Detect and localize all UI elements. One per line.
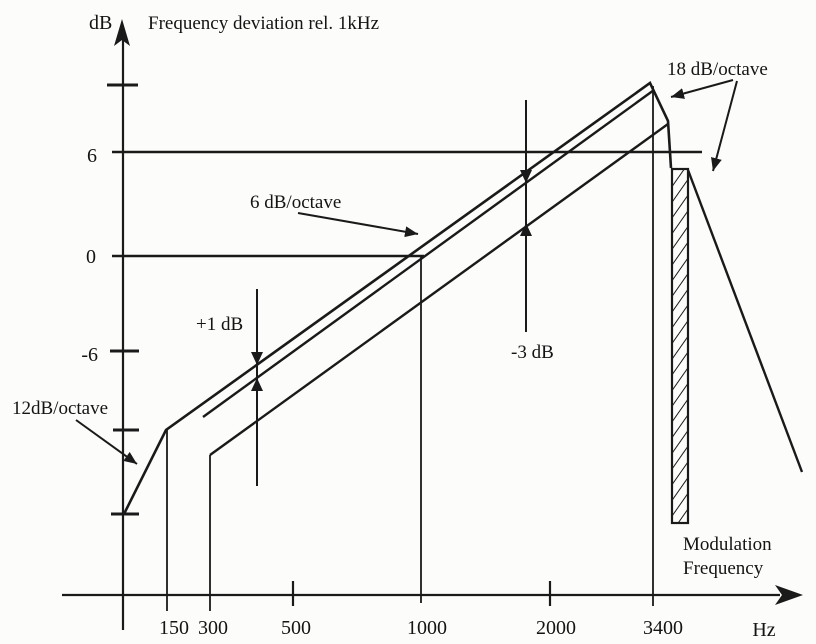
annotation-minus-3db: -3 dB <box>511 342 554 363</box>
minus3db-arrow-down-icon <box>520 170 532 183</box>
y-tick-label-minus6: -6 <box>81 344 98 366</box>
modulation-frequency-label-line1: Modulation <box>683 534 772 555</box>
x-tick-label-500: 500 <box>281 617 311 639</box>
x-tick-label-3400: 3400 <box>643 617 683 639</box>
arrow-12db-octave <box>75 419 138 465</box>
modulation-frequency-label-line2: Frequency <box>683 558 764 579</box>
lower-limit-line <box>209 123 669 456</box>
y-tick-label-6: 6 <box>87 145 97 167</box>
x-tick-label-1000: 1000 <box>407 617 447 639</box>
x-tick-label-300: 300 <box>198 617 228 639</box>
plus1db-arrow-up-icon <box>251 378 263 391</box>
annotation-plus-1db: +1 dB <box>196 314 243 335</box>
y-tick-label-0: 0 <box>86 246 96 268</box>
chart-title: Frequency deviation rel. 1kHz <box>148 13 379 34</box>
y-axis-arrow-icon <box>114 19 130 46</box>
upper-limit-line <box>122 81 673 515</box>
modulation-frequency-hatched-bar <box>670 167 690 525</box>
minus3db-arrow-up-icon <box>520 223 532 236</box>
x-tick-label-2000: 2000 <box>536 617 576 639</box>
arrow-18db-octave-lower <box>711 80 738 172</box>
x-axis-unit-label: Hz <box>752 619 775 641</box>
y-axis-unit-label: dB <box>89 12 112 34</box>
annotation-6db-octave: 6 dB/octave <box>250 192 341 213</box>
arrow-18db-octave-upper <box>670 79 734 99</box>
lower-limit-falling-edge <box>686 169 804 473</box>
x-tick-label-150: 150 <box>159 617 189 639</box>
nominal-line <box>202 89 655 418</box>
x-axis-arrow-icon <box>775 585 803 605</box>
arrow-6db-octave <box>297 212 419 238</box>
annotation-18db-octave: 18 dB/octave <box>667 59 768 80</box>
plus1db-arrow-down-icon <box>251 352 263 365</box>
annotation-12db-octave: 12dB/octave <box>12 398 108 419</box>
